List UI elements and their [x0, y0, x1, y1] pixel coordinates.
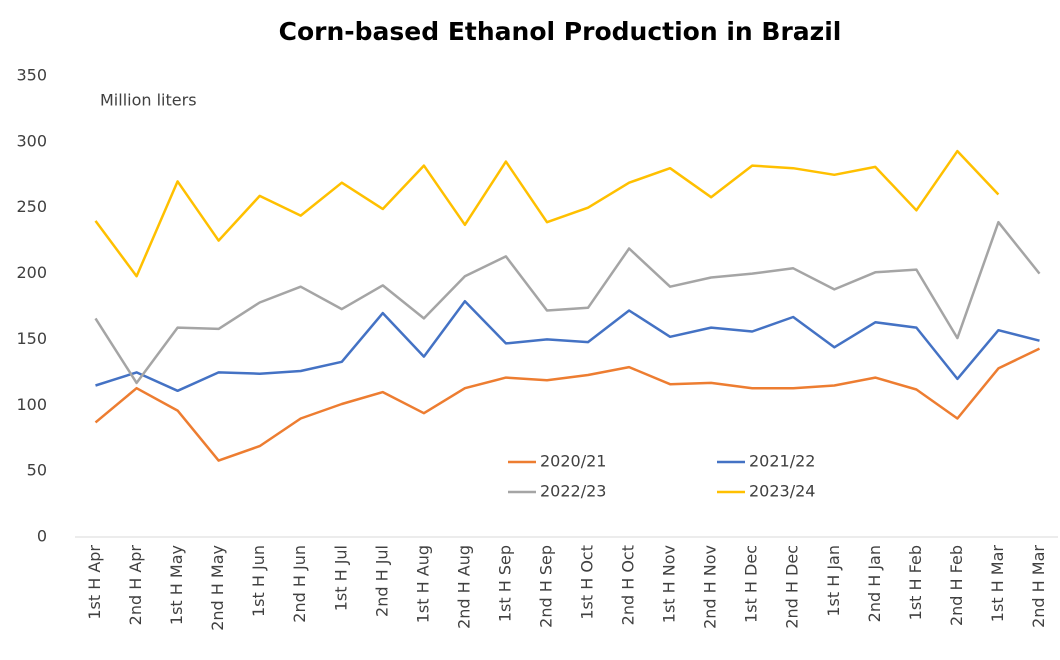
series-line	[94, 347, 1041, 462]
x-tick-label: 1st H Mar	[988, 545, 1007, 623]
series-line	[94, 149, 1000, 278]
x-tick-label: 1st H May	[167, 545, 186, 625]
x-tick-label: 2nd H Apr	[126, 545, 145, 626]
x-tick-label: 2nd H Feb	[947, 545, 966, 626]
x-tick-label: 1st H Feb	[906, 545, 925, 620]
y-tick-label: 150	[16, 329, 47, 348]
x-tick-label: 1st H Jun	[249, 545, 268, 617]
y-tick-label: 50	[27, 461, 47, 480]
series-line	[95, 299, 1040, 393]
y-tick-label: 250	[16, 197, 47, 216]
y-tick-label: 100	[16, 395, 47, 414]
x-tick-label: 1st H Apr	[85, 545, 104, 620]
legend-label: 2021/22	[749, 452, 815, 471]
x-tick-label: 2nd H Jul	[372, 545, 391, 617]
unit-annotation: Million liters	[100, 91, 197, 110]
series-line	[94, 220, 1041, 385]
x-tick-label: 1st H Sep	[495, 545, 514, 622]
x-tick-label: 1st H Nov	[660, 545, 679, 623]
x-tick-label: 1st H Jul	[331, 545, 350, 611]
x-tick-label: 1st H Aug	[413, 545, 432, 623]
x-tick-label: 2nd H May	[208, 545, 227, 631]
x-tick-label: 1st H Dec	[742, 545, 761, 623]
x-tick-label: 2nd H Jan	[865, 545, 884, 622]
y-tick-label: 300	[16, 131, 47, 150]
legend-label: 2020/21	[540, 452, 606, 471]
x-tick-label: 2nd H Mar	[1029, 545, 1048, 628]
chart-title: Corn-based Ethanol Production in Brazil	[279, 17, 842, 46]
x-tick-label: 2nd H Jun	[290, 545, 309, 623]
x-tick-label: 2nd H Dec	[783, 545, 802, 629]
x-tick-label: 2nd H Oct	[619, 545, 638, 625]
legend-label: 2022/23	[540, 482, 606, 501]
x-tick-label: 2nd H Aug	[454, 545, 473, 629]
x-tick-label: 1st H Jan	[824, 545, 843, 617]
y-tick-label: 350	[16, 66, 47, 85]
y-tick-label: 200	[16, 263, 47, 282]
y-tick-label: 0	[37, 527, 47, 546]
x-tick-label: 2nd H Sep	[536, 545, 555, 628]
legend-label: 2023/24	[749, 482, 815, 501]
x-tick-label: 2nd H Nov	[701, 545, 720, 629]
x-tick-label: 1st H Oct	[578, 545, 597, 620]
